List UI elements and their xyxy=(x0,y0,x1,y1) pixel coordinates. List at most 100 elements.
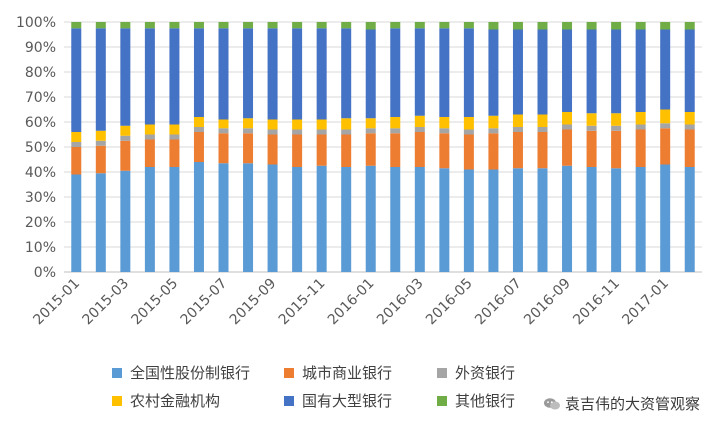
bar-segment xyxy=(316,134,327,166)
bar-segment xyxy=(414,22,425,29)
bar-segment xyxy=(341,22,352,29)
x-tick-label: 2015-01 xyxy=(30,276,83,329)
bar-segment xyxy=(512,114,523,127)
bar-segment xyxy=(562,124,573,130)
bar-segment xyxy=(463,28,474,117)
legend-item: 外资银行 xyxy=(437,362,515,383)
watermark: 袁吉伟的大资管观察 xyxy=(540,393,700,414)
bar-segment xyxy=(95,140,106,146)
x-tick-label: 2015-03 xyxy=(79,276,132,329)
bar-segment xyxy=(390,133,401,167)
legend-label: 城市商业银行 xyxy=(302,364,393,382)
bar-segment xyxy=(537,114,548,127)
bar-segment xyxy=(414,167,425,272)
legend-item: 城市商业银行 xyxy=(284,362,392,383)
legend-label: 外资银行 xyxy=(455,364,516,382)
bar-segment xyxy=(169,134,180,140)
legend-label: 农村金融机构 xyxy=(130,392,221,410)
bar-segment xyxy=(488,133,499,170)
bar-segment xyxy=(562,129,573,166)
bar-segment xyxy=(218,119,229,129)
bar-segment xyxy=(512,22,523,30)
bar-segment xyxy=(95,145,106,174)
bar-segment xyxy=(512,127,523,132)
x-tick-label: 2015-07 xyxy=(178,276,231,329)
bar-segment xyxy=(635,29,646,112)
bar-segment xyxy=(390,128,401,134)
x-axis-tick-labels: 2015-012015-032015-052015-072015-092015-… xyxy=(30,276,672,329)
legend-item: 农村金融机构 xyxy=(112,390,220,411)
bar-segment xyxy=(562,29,573,112)
bar-segment xyxy=(144,22,155,29)
y-tick-label: 50% xyxy=(25,140,56,156)
x-tick-label: 2016-07 xyxy=(472,276,525,329)
bar-segment xyxy=(537,168,548,272)
bar-segment xyxy=(292,22,303,29)
bar-segment xyxy=(341,167,352,272)
y-tick-label: 80% xyxy=(25,65,56,81)
stacked-bar-chart: 0% 10% 20% 30% 40% 50% 60% 70% 80% 90% 100% 2015-0… xyxy=(16,15,702,329)
bar-segment xyxy=(463,134,474,170)
legend-swatch xyxy=(284,367,294,378)
bar-segment xyxy=(218,128,229,134)
x-tick-label: 2016-03 xyxy=(374,276,427,329)
bar-segment xyxy=(611,130,622,169)
bar-segment xyxy=(488,115,499,129)
wechat-icon xyxy=(543,397,560,409)
bar-segment xyxy=(660,128,671,165)
bar-segment xyxy=(684,29,695,112)
bar-segment xyxy=(193,22,204,29)
bar-segment xyxy=(267,119,278,130)
bar-segment xyxy=(537,127,548,132)
bar-segment xyxy=(439,117,450,129)
x-tick-label: 2016-11 xyxy=(570,276,623,329)
legend-label: 其他银行 xyxy=(455,392,516,410)
legend-swatch xyxy=(284,395,294,406)
y-tick-label: 10% xyxy=(25,240,56,256)
y-tick-label: 40% xyxy=(25,165,56,181)
bar-segment xyxy=(488,22,499,30)
bar-segment xyxy=(169,124,180,135)
bar-segment xyxy=(316,119,327,130)
bar-segment xyxy=(292,28,303,120)
bar-segment xyxy=(512,132,523,169)
x-tick-label: 2016-05 xyxy=(423,276,476,329)
bar-segment xyxy=(684,22,695,30)
bar-segment xyxy=(341,118,352,130)
bar-segment xyxy=(635,129,646,167)
bar-segment xyxy=(414,132,425,167)
bar-segment xyxy=(169,22,180,29)
bar-segment xyxy=(390,28,401,117)
bar-segment xyxy=(120,22,131,29)
bar-segment xyxy=(684,167,695,272)
legend-swatch xyxy=(437,395,447,406)
legend-item: 全国性股份制银行 xyxy=(112,362,250,383)
bar-segment xyxy=(267,22,278,29)
y-tick-label: 20% xyxy=(25,215,56,231)
y-tick-label: 70% xyxy=(25,90,56,106)
bar-segment xyxy=(95,173,106,272)
bar-segment xyxy=(71,132,82,142)
bar-segment xyxy=(684,129,695,167)
x-tick-label: 2015-05 xyxy=(129,276,182,329)
bar-segment xyxy=(120,28,131,126)
bar-segment xyxy=(611,29,622,114)
bar-segment xyxy=(365,29,376,119)
bar-segment xyxy=(218,28,229,120)
bar-segment xyxy=(586,167,597,272)
bar-segment xyxy=(267,164,278,272)
bar-segment xyxy=(267,28,278,120)
bar-segment xyxy=(243,133,254,164)
bar-segment xyxy=(365,128,376,134)
bar-segment xyxy=(635,124,646,130)
bar-segment xyxy=(120,135,131,141)
bar-segment xyxy=(71,174,82,272)
bar-segment xyxy=(341,134,352,167)
bar-segment xyxy=(512,29,523,115)
y-tick-label: 100% xyxy=(16,15,56,31)
bar-segment xyxy=(365,133,376,166)
bar-segment xyxy=(144,28,155,125)
bar-segment xyxy=(488,29,499,116)
bar-segment xyxy=(243,128,254,134)
bar-segment xyxy=(71,147,82,175)
